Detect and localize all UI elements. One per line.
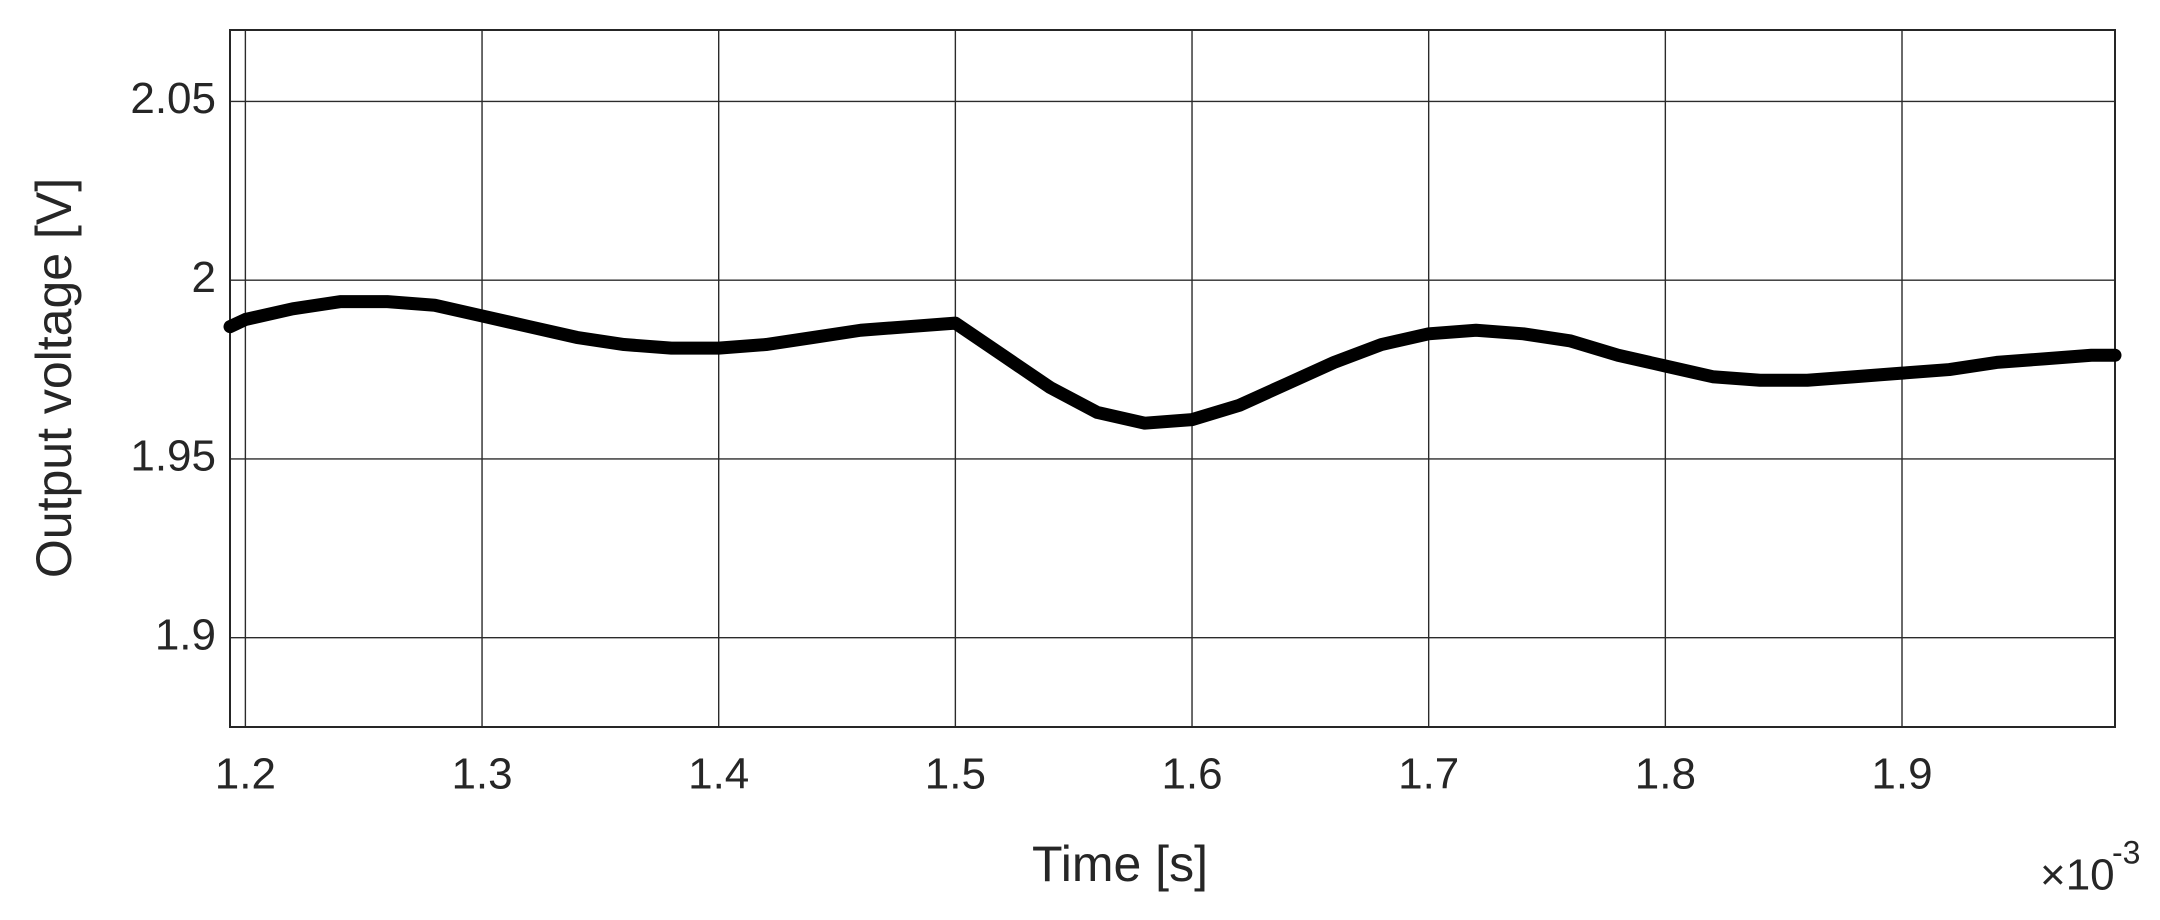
y-tick-label: 2 [192,253,216,302]
x-tick-label: 1.5 [925,750,986,799]
x-tick-label: 1.4 [688,750,749,799]
y-tick-label: 1.9 [155,610,216,659]
x-tick-label: 1.8 [1635,750,1696,799]
x-multiplier-power: -3 [2112,834,2140,870]
x-multiplier-base: ×10 [2040,851,2115,900]
x-tick-label: 1.3 [451,750,512,799]
data-line [223,295,2122,430]
plot-frame [229,29,2116,728]
x-tick-label: 1.9 [1871,750,1932,799]
y-tick-label: 2.05 [130,74,216,123]
x-tick-label: 1.6 [1161,750,1222,799]
y-tick-label: 1.95 [130,432,216,481]
y-axis-label: Output voltage [V] [26,178,82,578]
x-tick-label: 1.7 [1398,750,1459,799]
x-axis-label: Time [s] [1032,836,1208,892]
x-tick-label: 1.2 [215,750,276,799]
